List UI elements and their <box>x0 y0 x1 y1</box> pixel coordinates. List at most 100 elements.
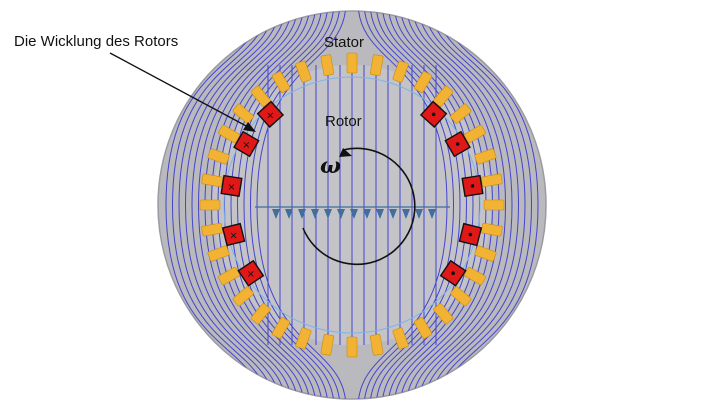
field-line <box>411 11 507 399</box>
rotor-windings: × × × × × <box>220 100 484 287</box>
rotor-slot <box>413 71 433 93</box>
rotor-slot <box>295 60 312 83</box>
dot-mark <box>451 271 455 276</box>
rotor-slot <box>207 245 230 262</box>
rotor-label: Rotor <box>325 113 362 130</box>
field-line <box>256 11 347 399</box>
flux-arrow <box>285 209 293 219</box>
flux-arrow <box>389 209 397 219</box>
rotor-slot <box>392 327 409 350</box>
field-line <box>417 11 513 399</box>
field-line <box>435 11 533 399</box>
flux-arrow <box>415 209 423 219</box>
winding-pointer-arrowhead <box>243 122 256 132</box>
rotor-slot <box>433 303 454 325</box>
field-line <box>249 11 341 399</box>
rotor-slots <box>199 52 505 358</box>
stator-label: Stator <box>324 34 364 51</box>
flux-arrow <box>272 209 280 219</box>
field-line <box>369 11 461 399</box>
field-line <box>191 11 287 399</box>
winding-conductor-into-page: × <box>221 222 246 247</box>
rotor-slot <box>250 85 271 107</box>
winding-conductor-out-of-page <box>419 100 448 129</box>
winding-conductor-into-page: × <box>220 174 243 198</box>
cross-mark: × <box>229 231 237 242</box>
field-line <box>429 11 526 399</box>
rotor-slot <box>481 173 503 188</box>
field-line <box>243 11 335 399</box>
rotor-slot <box>271 317 291 339</box>
field-line <box>178 11 275 399</box>
rotor-slot <box>232 286 254 307</box>
rotor-slot <box>199 199 221 211</box>
rotor-slot <box>295 327 312 350</box>
rotor-slot <box>320 54 335 76</box>
winding-conductor-into-page: × <box>233 130 260 158</box>
winding-conductor-out-of-page <box>458 222 483 247</box>
rotor-slot <box>413 317 433 339</box>
rotor-slot <box>201 173 223 188</box>
cross-mark: × <box>227 182 235 193</box>
field-line <box>171 11 269 399</box>
rotor-slot <box>271 71 291 93</box>
field-line <box>165 11 263 399</box>
field-line <box>363 11 455 399</box>
rotation-arrow <box>302 147 416 266</box>
flux-arrow <box>324 209 332 219</box>
flux-arrow <box>337 209 345 219</box>
rotor-slot <box>250 303 271 325</box>
rotor-slot <box>232 103 254 124</box>
flux-arrow <box>402 209 410 219</box>
rotor-slot <box>474 245 497 262</box>
flux-arrow <box>376 209 384 219</box>
winding-conductor-into-page: × <box>256 100 285 129</box>
rotor-slot <box>218 124 240 144</box>
dot-mark <box>470 184 475 188</box>
cross-mark: × <box>266 110 274 121</box>
rotation-arrowhead <box>339 148 352 157</box>
cross-mark: × <box>242 140 250 151</box>
flux-arrow <box>428 209 436 219</box>
rotor-slot <box>433 85 454 107</box>
flux-direction-arrows <box>255 206 450 219</box>
field-line <box>357 11 448 399</box>
winding-conductor-out-of-page <box>439 259 467 287</box>
winding-conductor-out-of-page <box>444 130 471 158</box>
field-line <box>441 11 539 399</box>
rotor-winding-label: Die Wicklung des Rotors <box>14 33 178 50</box>
flux-arrow <box>311 209 319 219</box>
rotor-slot <box>450 286 472 307</box>
magnetic-field-lines <box>165 11 539 399</box>
rotor-slot <box>464 124 486 144</box>
rotor-slot <box>450 103 472 124</box>
rotor-slot <box>320 334 335 356</box>
winding-box <box>233 130 260 158</box>
rotor-slot <box>392 60 409 83</box>
field-line <box>375 11 468 399</box>
flux-arrow <box>298 209 306 219</box>
flux-arrow <box>350 209 358 219</box>
winding-box <box>220 174 243 198</box>
winding-box <box>237 259 265 287</box>
winding-pointer-line <box>109 52 251 129</box>
field-line <box>184 11 281 399</box>
winding-box <box>221 222 246 247</box>
field-line <box>236 11 329 399</box>
rotor-slot <box>483 199 505 211</box>
winding-conductor-out-of-page <box>461 174 484 198</box>
flux-arrow <box>363 209 371 219</box>
rotor-slot <box>346 52 358 74</box>
cross-mark: × <box>247 269 255 280</box>
rotor-slot <box>369 54 384 76</box>
rotor-slot <box>346 336 358 358</box>
dot-mark <box>431 112 436 117</box>
field-line <box>197 11 293 399</box>
rotor-slot <box>369 334 384 356</box>
rotor-slot <box>207 148 230 165</box>
angular-velocity-label: ω <box>320 153 341 179</box>
winding-conductor-into-page: × <box>237 259 265 287</box>
field-line <box>381 11 474 399</box>
